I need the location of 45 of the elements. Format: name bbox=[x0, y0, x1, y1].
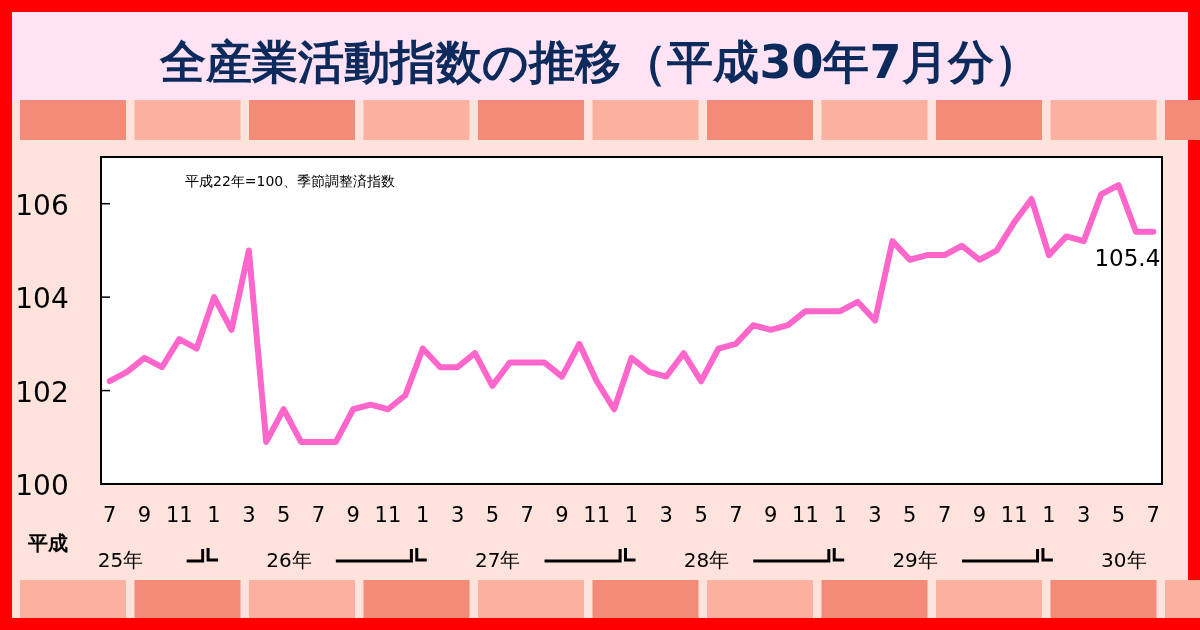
data-label: 105.4 bbox=[1094, 244, 1161, 271]
text: 26年 bbox=[266, 548, 312, 572]
x-tick-label: 7 bbox=[311, 503, 326, 527]
x-tick-label: 9 bbox=[972, 503, 987, 527]
x-tick-label: 11 bbox=[792, 503, 819, 527]
x-tick-label: 1 bbox=[416, 503, 430, 527]
x-tick-label: 7 bbox=[103, 503, 117, 527]
x-tick-label: 1 bbox=[624, 503, 639, 527]
x-tick-label: 7 bbox=[1146, 503, 1160, 527]
x-tick-label: 7 bbox=[729, 503, 743, 527]
x-tick-label: 9 bbox=[137, 503, 152, 527]
x-tick-label: 11 bbox=[165, 503, 193, 527]
text: 平成 bbox=[27, 531, 68, 555]
x-tick-label: 3 bbox=[659, 503, 673, 527]
x-tick-label: 3 bbox=[242, 503, 256, 527]
x-tick-label: 11 bbox=[1000, 503, 1028, 527]
x-tick-label: 3 bbox=[450, 503, 465, 527]
x-tick-label: 9 bbox=[346, 503, 360, 527]
annotation: 平成22年=100、季節調整済指数 bbox=[185, 173, 396, 189]
x-tick-label: 5 bbox=[485, 503, 500, 527]
x-tick-label: 1 bbox=[1042, 503, 1056, 527]
y-tick-label: 104 bbox=[15, 282, 69, 316]
x-tick-label: 9 bbox=[555, 503, 569, 527]
text: 29年 bbox=[892, 548, 938, 572]
y-tick-label: 100 bbox=[15, 469, 69, 502]
x-tick-label: 11 bbox=[374, 503, 402, 527]
x-tick-label: 7 bbox=[937, 503, 952, 527]
y-tick-label: 106 bbox=[15, 188, 69, 222]
text: 27年 bbox=[474, 548, 521, 572]
y-tick-label: 102 bbox=[15, 375, 69, 409]
x-tick-label: 5 bbox=[694, 503, 708, 527]
x-tick-label: 7 bbox=[520, 503, 534, 527]
text: 28年 bbox=[683, 548, 730, 572]
x-tick-label: 3 bbox=[868, 503, 882, 527]
x-tick-label: 5 bbox=[276, 503, 291, 527]
text: 25年 bbox=[97, 548, 144, 572]
x-tick-label: 1 bbox=[207, 503, 221, 527]
x-tick-label: 3 bbox=[1077, 503, 1091, 527]
x-tick-label: 9 bbox=[763, 503, 778, 527]
text: 30年 bbox=[1101, 548, 1147, 572]
x-tick-label: 11 bbox=[583, 503, 611, 527]
x-tick-label: 1 bbox=[833, 503, 847, 527]
x-tick-label: 5 bbox=[1111, 503, 1126, 527]
chart-title: 全産業活動指数の推移（平成30年7月分） bbox=[159, 35, 1040, 89]
x-tick-label: 5 bbox=[903, 503, 917, 527]
